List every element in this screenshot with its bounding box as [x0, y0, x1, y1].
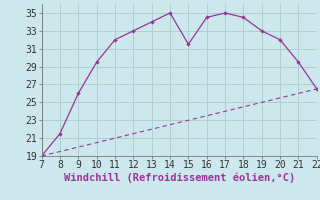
X-axis label: Windchill (Refroidissement éolien,°C): Windchill (Refroidissement éolien,°C): [64, 173, 295, 183]
